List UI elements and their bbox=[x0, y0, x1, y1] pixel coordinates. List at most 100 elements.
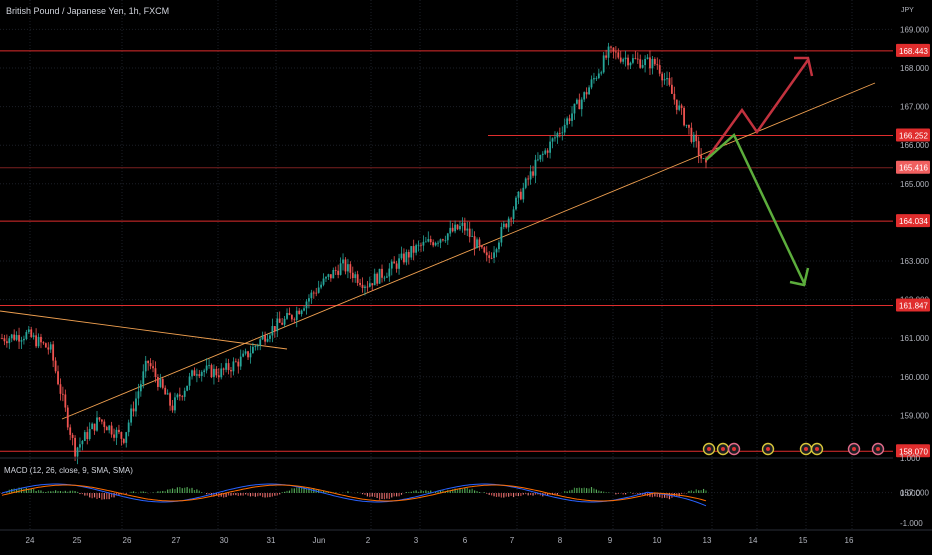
candle-body bbox=[213, 368, 215, 378]
candle-body bbox=[1, 338, 3, 339]
candle-body bbox=[349, 264, 352, 273]
trendlines[interactable] bbox=[0, 82, 876, 420]
candle-body bbox=[522, 187, 525, 200]
candle-body bbox=[59, 384, 62, 394]
candle-body bbox=[198, 374, 201, 376]
candle-body bbox=[86, 432, 89, 439]
candle-body bbox=[52, 344, 55, 361]
candle-body bbox=[483, 247, 486, 253]
candle-body bbox=[281, 322, 284, 325]
candle-body bbox=[459, 225, 461, 230]
time-tick-label: 14 bbox=[749, 536, 758, 545]
currency-label: JPY bbox=[901, 7, 914, 14]
candle-body bbox=[300, 310, 303, 315]
candle-body bbox=[480, 245, 483, 248]
candle-body bbox=[217, 375, 220, 378]
candle-body bbox=[57, 371, 59, 385]
price-tick-label: 160.000 bbox=[900, 373, 929, 382]
candle-body bbox=[278, 318, 281, 323]
candle-body bbox=[283, 318, 286, 325]
candle-body bbox=[10, 334, 13, 339]
candle-body bbox=[442, 239, 444, 241]
candle-body bbox=[27, 329, 30, 333]
candle-body bbox=[286, 312, 288, 319]
candle-body bbox=[25, 332, 28, 339]
price-tick-label: 163.000 bbox=[900, 257, 929, 266]
horizontal-levels[interactable] bbox=[0, 50, 893, 452]
price-tick-label: 169.000 bbox=[900, 25, 929, 34]
macd-line bbox=[1, 483, 707, 507]
candle-body bbox=[205, 365, 208, 371]
candle-body bbox=[573, 103, 576, 114]
candle-body bbox=[293, 319, 296, 321]
candle-body bbox=[93, 423, 96, 431]
candle-body bbox=[342, 259, 344, 264]
candle-body bbox=[685, 124, 688, 126]
candle-body bbox=[556, 133, 559, 138]
candle-body bbox=[680, 105, 683, 108]
candle-body bbox=[361, 284, 364, 288]
candle-body bbox=[617, 52, 620, 58]
bearish-projection[interactable] bbox=[705, 132, 807, 286]
candle-body bbox=[593, 78, 595, 80]
price-badge[interactable] bbox=[896, 444, 930, 458]
candle-body bbox=[420, 244, 422, 246]
candle-body bbox=[668, 78, 671, 85]
price-badge[interactable] bbox=[896, 298, 930, 312]
price-badge[interactable] bbox=[896, 43, 930, 57]
candle-body bbox=[271, 326, 274, 336]
time-axis[interactable]: 24 25 26 27 30 31 Jun 2 3 6 7 8 9 10 13 14 15 16 bbox=[26, 536, 854, 545]
candle-body bbox=[174, 397, 176, 411]
candle-body bbox=[203, 370, 206, 373]
candle-body bbox=[541, 153, 544, 155]
candle-body bbox=[64, 394, 67, 408]
price-badge[interactable] bbox=[896, 214, 930, 228]
candle-body bbox=[568, 118, 571, 121]
candle-body bbox=[412, 246, 415, 253]
candle-body bbox=[208, 365, 210, 366]
candle-body bbox=[517, 191, 520, 198]
upper-wedge-line[interactable] bbox=[0, 310, 288, 350]
projection-arrows[interactable] bbox=[704, 56, 814, 287]
time-tick-label: 13 bbox=[703, 536, 712, 545]
candle-body bbox=[632, 58, 634, 63]
candle-body bbox=[646, 57, 649, 59]
time-tick-label: 30 bbox=[220, 536, 229, 545]
candle-body bbox=[261, 335, 264, 340]
candle-body bbox=[147, 360, 150, 364]
candle-body bbox=[619, 57, 622, 62]
economic-events[interactable] bbox=[702, 442, 885, 456]
candle-body bbox=[139, 384, 142, 392]
candle-body bbox=[461, 222, 464, 226]
candle-body bbox=[456, 224, 459, 230]
candle-body bbox=[488, 255, 491, 258]
candle-body bbox=[451, 227, 454, 232]
candle-body bbox=[614, 51, 617, 53]
candle-body bbox=[561, 132, 564, 134]
candle-body bbox=[115, 429, 118, 438]
candle-body bbox=[308, 298, 310, 302]
candle-body bbox=[563, 124, 566, 133]
candle-body bbox=[178, 394, 181, 397]
price-badge[interactable] bbox=[896, 160, 930, 174]
candle-body bbox=[678, 105, 681, 110]
candle-body bbox=[424, 241, 427, 243]
macd-legend[interactable]: MACD (12, 26, close, 9, SMA, SMA) bbox=[4, 466, 133, 475]
candle-body bbox=[432, 242, 435, 246]
price-badge[interactable] bbox=[896, 128, 930, 142]
price-badge-label: 164.034 bbox=[899, 217, 928, 226]
candle-body bbox=[663, 79, 666, 81]
candle-body bbox=[344, 259, 347, 272]
macd-tick-label: -1.000 bbox=[900, 519, 923, 528]
symbol-title[interactable]: British Pound / Japanese Yen, 1h, FXCM bbox=[6, 6, 170, 16]
candle-body bbox=[310, 292, 313, 299]
price-axis[interactable]: 169.000 168.000 167.000 166.000 165.000 163.0… bbox=[896, 25, 930, 528]
candle-body bbox=[79, 444, 81, 448]
main-trendline[interactable] bbox=[61, 82, 876, 420]
candle-body bbox=[400, 253, 403, 259]
bullish-projection[interactable] bbox=[704, 59, 810, 161]
candle-body bbox=[675, 99, 678, 110]
time-tick-label: 2 bbox=[366, 536, 371, 545]
